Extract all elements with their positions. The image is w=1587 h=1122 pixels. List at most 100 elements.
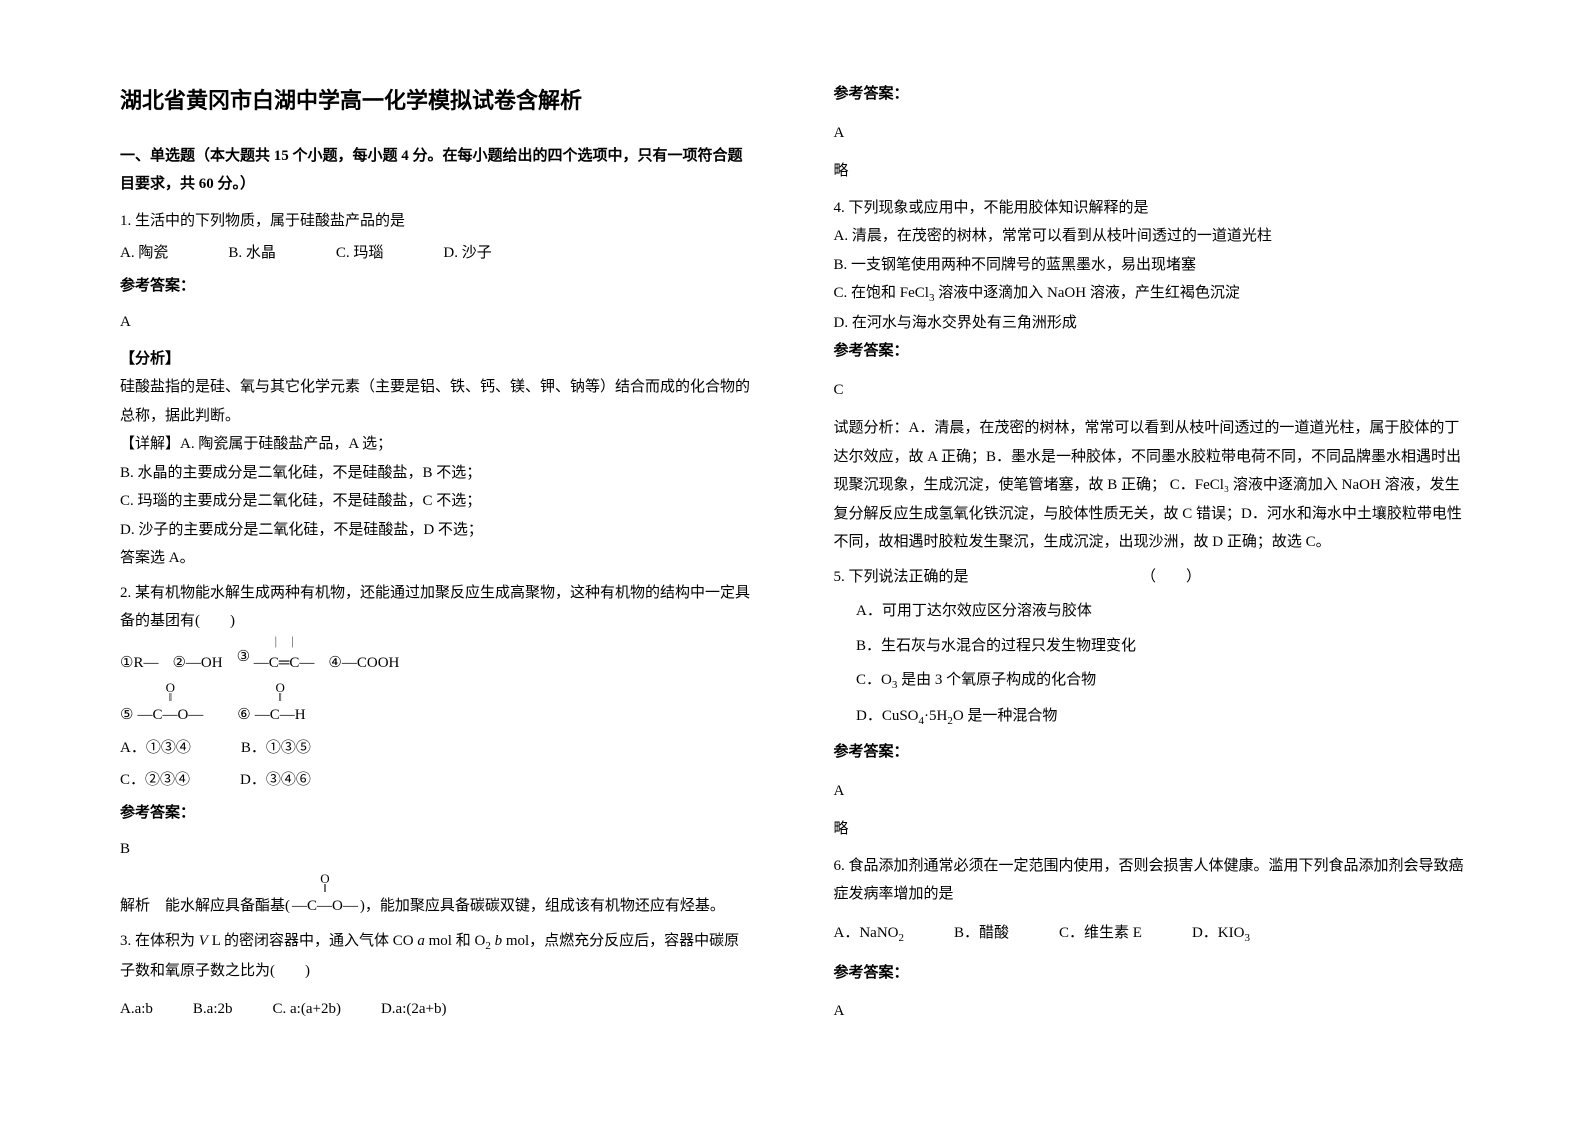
q1-detailB: B. 水晶的主要成分是二氧化硅，不是硅酸盐，B 不选； (120, 459, 754, 488)
q1-answer-label: 参考答案： (120, 272, 754, 301)
q5-optD-mid: ·5H (924, 708, 947, 724)
q6-stem: 6. 食品添加剂通常必须在一定范围内使用，否则会损害人体健康。滥用下列食品添加剂… (834, 852, 1468, 909)
q2-g3-num: ③ (237, 649, 250, 665)
dbl-bond: ‖ (137, 694, 203, 701)
q3-answer-label: 参考答案： (834, 80, 1468, 109)
q1-analysis-label: 【分析】 (120, 345, 754, 374)
q2-groups-line2: ⑤ O ‖ —C—O— ⑥ O ‖ —C—H (120, 681, 754, 730)
sub-3c: 3 (1244, 932, 1250, 944)
q2-groups-line1: ①R— ②—OH ③ ｜ ｜ —C═C— ④—COOH (120, 638, 754, 678)
sub-2c: 2 (899, 932, 905, 944)
q5-optD: D．CuSO4·5H2O 是一种混合物 (834, 702, 1468, 732)
q6-answer: A (834, 997, 1468, 1026)
q5-optD-pre: D．CuSO (856, 708, 919, 724)
question-6: 6. 食品添加剂通常必须在一定范围内使用，否则会损害人体健康。滥用下列食品添加剂… (834, 852, 1468, 1026)
q2-answer-label: 参考答案： (120, 799, 754, 828)
q2-expl-pre: 解析 能水解应具备酯基( (120, 892, 290, 921)
q5-optC: C．O3 是由 3 个氧原子构成的化合物 (834, 666, 1468, 696)
question-3: 3. 在体积为 V L 的密闭容器中，通入气体 CO a mol 和 O2 b … (120, 927, 754, 1024)
q3-p3: mol 和 O (425, 933, 485, 949)
q2-optA: A．①③④ (120, 734, 191, 763)
q2-g5-text: —C—O— (137, 701, 203, 730)
q3-p1: 3. 在体积为 (120, 933, 199, 949)
q1-stem: 1. 生活中的下列物质，属于硅酸盐产品的是 (120, 207, 754, 236)
q2-optB: B．①③⑤ (241, 734, 311, 763)
q4-answer: C (834, 376, 1468, 405)
dbl-bond-3: ‖ (292, 885, 358, 892)
q2-optC: C．②③④ (120, 766, 190, 795)
question-1: 1. 生活中的下列物质，属于硅酸盐产品的是 A. 陶瓷 B. 水晶 C. 玛瑙 … (120, 207, 754, 573)
q2-optD: D．③④⑥ (240, 766, 311, 795)
q1-detailA: 【详解】A. 陶瓷属于硅酸盐产品，A 选； (120, 430, 754, 459)
q3-stem: 3. 在体积为 V L 的密闭容器中，通入气体 CO a mol 和 O2 b … (120, 927, 754, 985)
q5-optC-pre: C．O (856, 672, 892, 688)
q4-answer-label: 参考答案： (834, 337, 1468, 366)
q4-analysis: 试题分析：A．清晨，在茂密的树林，常常可以看到从枝叶间透过的一道道光柱，属于胶体… (834, 414, 1468, 557)
q1-analysis: 硅酸盐指的是硅、氧与其它化学元素（主要是铝、铁、钙、镁、钾、钠等）结合而成的化合… (120, 373, 754, 430)
q3-v: V (199, 933, 208, 949)
q3-b: b (495, 933, 503, 949)
q4-optC-post: 溶液中逐滴加入 NaOH 溶液，产生红褐色沉淀 (934, 285, 1239, 301)
q1-answer: A (120, 308, 754, 337)
question-5: 5. 下列说法正确的是 （ ） A．可用丁达尔效应区分溶液与胶体 B．生石灰与水… (834, 563, 1468, 844)
q4-optB: B. 一支钢笔使用两种不同牌号的蓝黑墨水，易出现堵塞 (834, 251, 1468, 280)
q6-optD-pre: D．KIO (1192, 925, 1245, 941)
q6-optD: D．KIO3 (1192, 919, 1250, 949)
q5-stem: 5. 下列说法正确的是 （ ） (834, 563, 1468, 592)
q3-optC: C. a:(a+2b) (273, 995, 341, 1024)
q5-optD-post: O 是一种混合物 (953, 708, 1058, 724)
q4-optC-pre: C. 在饱和 FeCl (834, 285, 929, 301)
q2-answer: B (120, 835, 754, 864)
q2-expl-struct-text: —C—O— (292, 892, 358, 921)
sub-2: 2 (485, 940, 491, 952)
q4-stem: 4. 下列现象或应用中，不能用胶体知识解释的是 (834, 194, 1468, 223)
q3-optD: D.a:(2a+b) (381, 995, 447, 1024)
q3-a: a (417, 933, 425, 949)
q2-g3: ③ ｜ ｜ —C═C— (237, 638, 315, 678)
dbl-bond-2: ‖ (255, 694, 306, 701)
q2-g2: ②—OH (172, 649, 222, 678)
q5-optC-post: 是由 3 个氧原子构成的化合物 (897, 672, 1096, 688)
q5-answer: A (834, 777, 1468, 806)
q5-optA: A．可用丁达尔效应区分溶液与胶体 (834, 597, 1468, 626)
q2-g1: ①R— (120, 649, 158, 678)
q2-g5: ⑤ O ‖ —C—O— (120, 681, 203, 730)
q1-optC: C. 玛瑙 (336, 239, 384, 268)
q2-g3-text: —C═C— (254, 649, 315, 678)
q6-optC: C．维生素 E (1059, 919, 1142, 949)
q3-optA: A.a:b (120, 995, 153, 1024)
q6-answer-label: 参考答案： (834, 959, 1468, 988)
q3-p2: L 的密闭容器中，通入气体 CO (208, 933, 417, 949)
q2-g6-num: ⑥ (237, 701, 250, 730)
page-title: 湖北省黄冈市白湖中学高一化学模拟试卷含解析 (120, 80, 754, 122)
q1-detailD: D. 沙子的主要成分是二氧化硅，不是硅酸盐，D 不选； (120, 516, 754, 545)
q2-g3-struct: ｜ ｜ —C═C— (254, 638, 315, 678)
q2-stem: 2. 某有机物能水解生成两种有机物，还能通过加聚反应生成高聚物，这种有机物的结构… (120, 579, 754, 636)
q6-optA: A．NaNO2 (834, 919, 905, 949)
question-2: 2. 某有机物能水解生成两种有机物，还能通过加聚反应生成高聚物，这种有机物的结构… (120, 579, 754, 921)
section-header: 一、单选题（本大题共 15 个小题，每小题 4 分。在每小题给出的四个选项中，只… (120, 142, 754, 199)
q2-g5-num: ⑤ (120, 701, 133, 730)
q2-explain: 解析 能水解应具备酯基( O ‖ —C—O— )，能加聚应具备碳碳双键，组成该有… (120, 872, 754, 921)
q1-optB: B. 水晶 (228, 239, 276, 268)
q1-final: 答案选 A。 (120, 544, 754, 573)
q1-detailC: C. 玛瑙的主要成分是二氧化硅，不是硅酸盐，C 不选； (120, 487, 754, 516)
q3-answer: A (834, 119, 1468, 148)
q2-expl-post: )，能加聚应具备碳碳双键，组成该有机物还应有烃基。 (360, 892, 725, 921)
q4-optD: D. 在河水与海水交界处有三角洲形成 (834, 309, 1468, 338)
q3-optB: B.a:2b (193, 995, 233, 1024)
q1-optD: D. 沙子 (443, 239, 491, 268)
q2-g6-text: —C—H (255, 701, 306, 730)
q4-optC: C. 在饱和 FeCl3 溶液中逐滴加入 NaOH 溶液，产生红褐色沉淀 (834, 279, 1468, 309)
q5-answer-label: 参考答案： (834, 738, 1468, 767)
q2-expl-struct: O ‖ —C—O— (292, 872, 358, 921)
q2-g6-struct: O ‖ —C—H (255, 681, 306, 730)
q5-optB: B．生石灰与水混合的过程只发生物理变化 (834, 632, 1468, 661)
q3-brief: 略 (834, 157, 1468, 186)
q2-g4: ④—COOH (328, 649, 399, 678)
q6-optB: B．醋酸 (954, 919, 1009, 949)
q2-g5-struct: O ‖ —C—O— (137, 681, 203, 730)
q6-optA-pre: A．NaNO (834, 925, 899, 941)
q1-optA: A. 陶瓷 (120, 239, 168, 268)
question-4: 4. 下列现象或应用中，不能用胶体知识解释的是 A. 清晨，在茂密的树林，常常可… (834, 194, 1468, 557)
